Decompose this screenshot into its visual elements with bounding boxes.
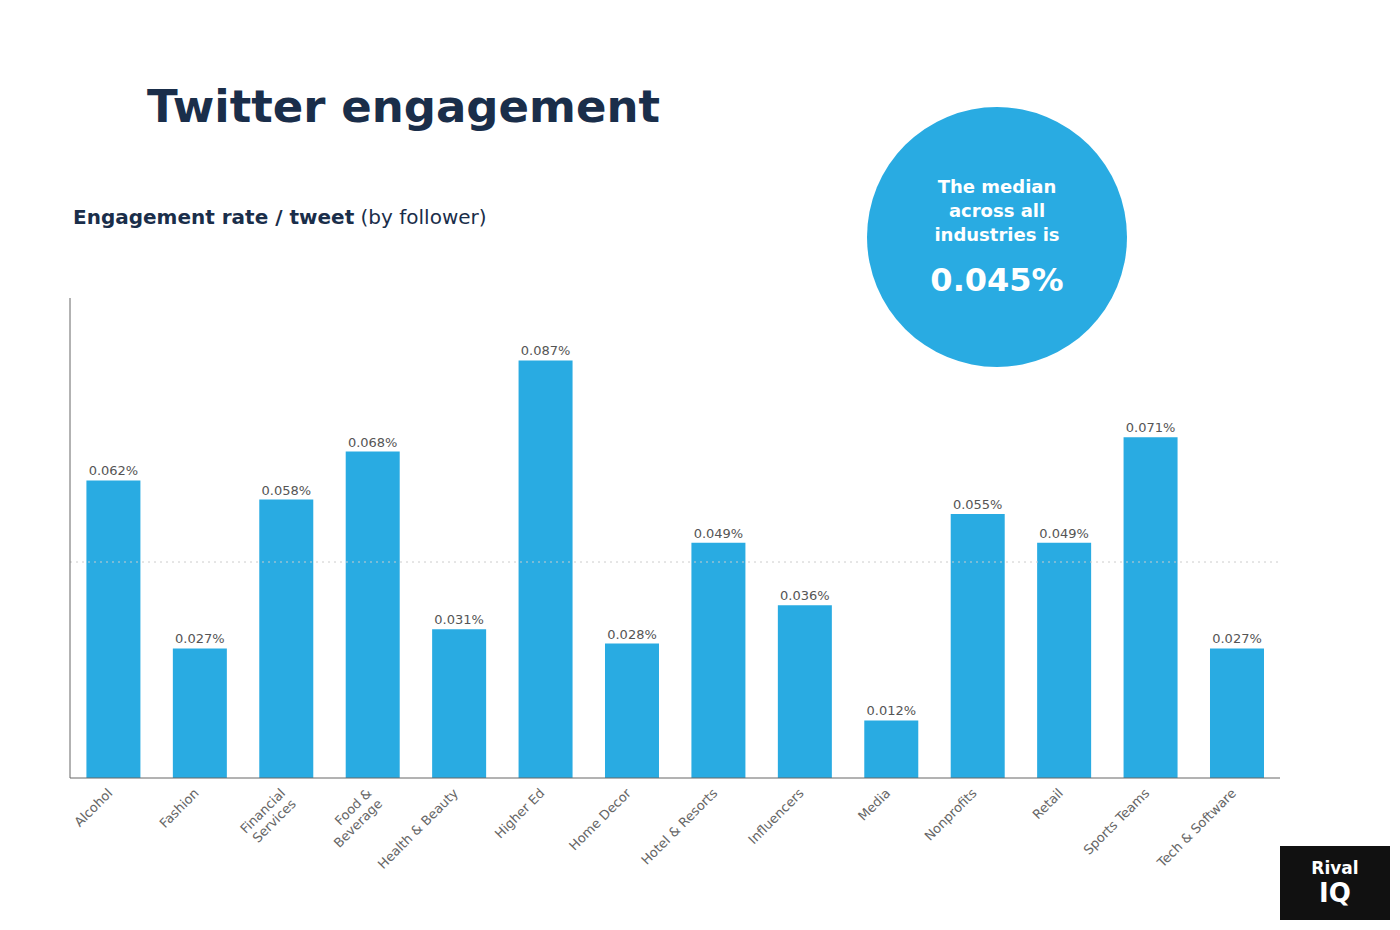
svg-text:Higher Ed: Higher Ed [492, 786, 548, 842]
html-text:across all: across all [948, 200, 1046, 221]
svg-text:Fashion: Fashion [156, 786, 201, 831]
svg-text:Nonprofits: Nonprofits [921, 785, 979, 843]
html-text:industries is: industries is [934, 224, 1060, 245]
svg-text:0.027%: 0.027% [175, 631, 225, 646]
svg-text:0.058%: 0.058% [261, 483, 311, 498]
svg-text:0.036%: 0.036% [780, 588, 830, 603]
svg-text:0.031%: 0.031% [434, 612, 484, 627]
svg-text:0.071%: 0.071% [1126, 420, 1176, 435]
svg-text:Food &Beverage: Food &Beverage [320, 786, 385, 851]
svg-text:0.049%: 0.049% [1039, 526, 1089, 541]
svg-text:0.012%: 0.012% [866, 703, 916, 718]
svg-text:Influencers: Influencers [745, 785, 807, 847]
svg-text:0.028%: 0.028% [607, 627, 657, 642]
html-text:The median: The median [937, 176, 1057, 197]
svg-text:Health & Beauty: Health & Beauty [375, 785, 461, 871]
svg-text:Sports Teams: Sports Teams [1080, 785, 1152, 857]
svg-text:Hotel & Resorts: Hotel & Resorts [638, 785, 720, 867]
html-text:Rival: Rival [1311, 858, 1359, 878]
svg-text:0.027%: 0.027% [1212, 631, 1262, 646]
html-text:Twitter engagement: Twitter engagement [147, 80, 660, 133]
svg-text:0.055%: 0.055% [953, 497, 1003, 512]
svg-text:0.062%: 0.062% [89, 463, 139, 478]
svg-text:Media: Media [855, 786, 893, 824]
html-text:Engagement rate / tweet (by fo: Engagement rate / tweet (by follower) [73, 205, 487, 229]
svg-text:Tech & Software: Tech & Software [1153, 786, 1238, 871]
svg-text:0.068%: 0.068% [348, 435, 398, 450]
html-text:IQ: IQ [1319, 878, 1351, 908]
svg-text:0.049%: 0.049% [694, 526, 744, 541]
html-text:0.045%: 0.045% [930, 261, 1064, 299]
svg-text:FinancialServices: FinancialServices [237, 785, 299, 847]
svg-text:Retail: Retail [1029, 786, 1066, 823]
svg-text:Alcohol: Alcohol [71, 786, 115, 830]
svg-text:Home Decor: Home Decor [566, 785, 634, 853]
svg-text:0.087%: 0.087% [521, 343, 571, 358]
